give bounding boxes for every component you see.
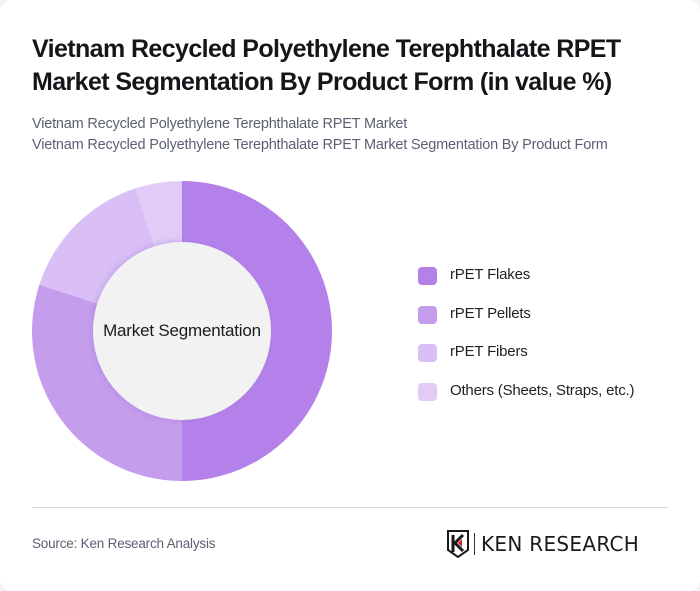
footer-divider xyxy=(32,507,668,508)
subtitle-line-2: Vietnam Recycled Polyethylene Terephthal… xyxy=(32,137,608,153)
legend-swatch-icon xyxy=(418,382,437,401)
donut-chart: Market Segmentation xyxy=(32,181,332,481)
chart-legend: rPET Flakes rPET Pellets rPET Fibers Oth… xyxy=(418,262,634,416)
logo-text: KEN RESEARCH xyxy=(481,532,640,556)
legend-label: rPET Fibers xyxy=(450,343,528,360)
donut-hole xyxy=(93,242,271,420)
donut-center-label: Market Segmentation xyxy=(103,321,261,340)
logo-separator xyxy=(474,533,475,555)
legend-swatch-icon xyxy=(418,344,437,362)
legend-swatch-icon xyxy=(418,267,437,285)
ken-shield-icon xyxy=(447,530,469,558)
legend-swatch-icon xyxy=(418,305,437,324)
legend-label: rPET Flakes xyxy=(450,266,531,283)
legend-item-fibers[interactable]: rPET Fibers xyxy=(418,339,634,378)
donut-chart-svg xyxy=(32,181,332,481)
subtitle: Vietnam Recycled Polyethylene Terephthal… xyxy=(32,114,692,156)
legend-item-flakes[interactable]: rPET Flakes xyxy=(418,262,634,301)
legend-item-pellets[interactable]: rPET Pellets xyxy=(418,301,634,340)
legend-item-others[interactable]: Others (Sheets, Straps, etc.) xyxy=(418,378,634,417)
ken-research-logo: KEN RESEARCH xyxy=(447,529,639,559)
source-note: Source: Ken Research Analysis xyxy=(32,536,216,551)
legend-label: Others (Sheets, Straps, etc.) xyxy=(450,381,635,399)
subtitle-line-1: Vietnam Recycled Polyethylene Terephthal… xyxy=(32,116,408,132)
legend-label: rPET Pellets xyxy=(450,304,531,322)
page-title: Vietnam Recycled Polyethylene Terephthal… xyxy=(32,35,621,96)
